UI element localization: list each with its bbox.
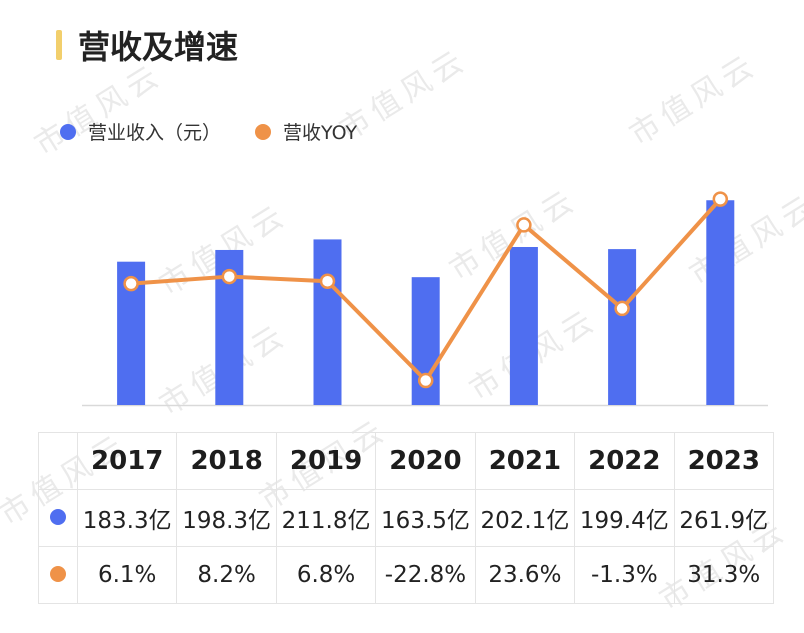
table-year-cell: 2021 [474,432,576,490]
title-accent-bar [56,30,62,60]
table-year-cell: 2022 [574,432,675,490]
table-year-cell: 2018 [176,432,277,490]
table-revenue-cell: 261.9亿 [673,489,775,547]
yoy-point-2021 [516,217,532,233]
table-revenue-cell: 198.3亿 [176,489,277,547]
table-year-cell: 2020 [375,432,476,490]
table-yoy-cell: -1.3% [574,546,675,604]
combo-chart [82,191,768,407]
revenue-bar-2019 [313,239,342,405]
table-year-cell: 2017 [76,432,178,490]
table-yoy-cell: -22.8% [375,546,476,604]
table-revenue-row: 183.3亿 198.3亿 211.8亿 163.5亿 202.1亿 199.4… [38,489,775,547]
legend-item-revenue: 营业收入（元） [60,118,221,145]
yoy-point-2020 [417,372,434,389]
yoy-point-2017 [123,275,139,292]
table-yoy-marker-cell [38,546,78,604]
legend-marker-revenue [60,123,76,140]
table-revenue-marker-cell [38,489,78,547]
yoy-point-2022 [614,300,630,317]
yoy-point-2023 [712,191,729,207]
legend-marker-yoy [255,123,272,140]
table-revenue-cell: 183.3亿 [76,489,178,547]
table-year-cell: 2023 [673,432,775,490]
yoy-point-2019 [319,273,336,290]
revenue-bar-2021 [509,246,538,405]
table-revenue-cell: 211.8亿 [275,489,377,547]
chart-title: 营收及增速 [78,28,239,66]
legend-label-revenue: 营业收入（元） [88,122,222,144]
revenue-bar-2022 [608,249,637,405]
table-revenue-cell: 163.5亿 [375,489,476,547]
table-yoy-cell: 6.1% [76,546,178,604]
table-yoy-cell: 23.6% [474,546,576,604]
revenue-marker-dot [50,509,66,525]
table-yoy-cell: 8.2% [176,546,277,604]
legend-item-yoy: 营收YOY [255,118,357,145]
legend: 营业收入（元） 营收YOY [60,118,391,145]
table-yoy-cell: 31.3% [673,546,775,604]
table-year-row: 2017 2018 2019 2020 2021 2022 2023 [38,432,775,490]
table-revenue-cell: 199.4亿 [574,489,675,547]
yoy-point-2018 [221,268,238,285]
table-corner-cell [38,432,78,490]
table-yoy-cell: 6.8% [275,546,377,604]
yoy-marker-dot [50,566,66,582]
data-table: 2017 2018 2019 2020 2021 2022 2023 183.3… [38,432,775,604]
table-yoy-row: 6.1% 8.2% 6.8% -22.8% 23.6% -1.3% 31.3% [38,546,775,604]
legend-label-yoy: 营收YOY [283,122,358,144]
revenue-bar-2023 [706,200,735,405]
table-revenue-cell: 202.1亿 [474,489,576,547]
table-year-cell: 2019 [275,432,377,490]
